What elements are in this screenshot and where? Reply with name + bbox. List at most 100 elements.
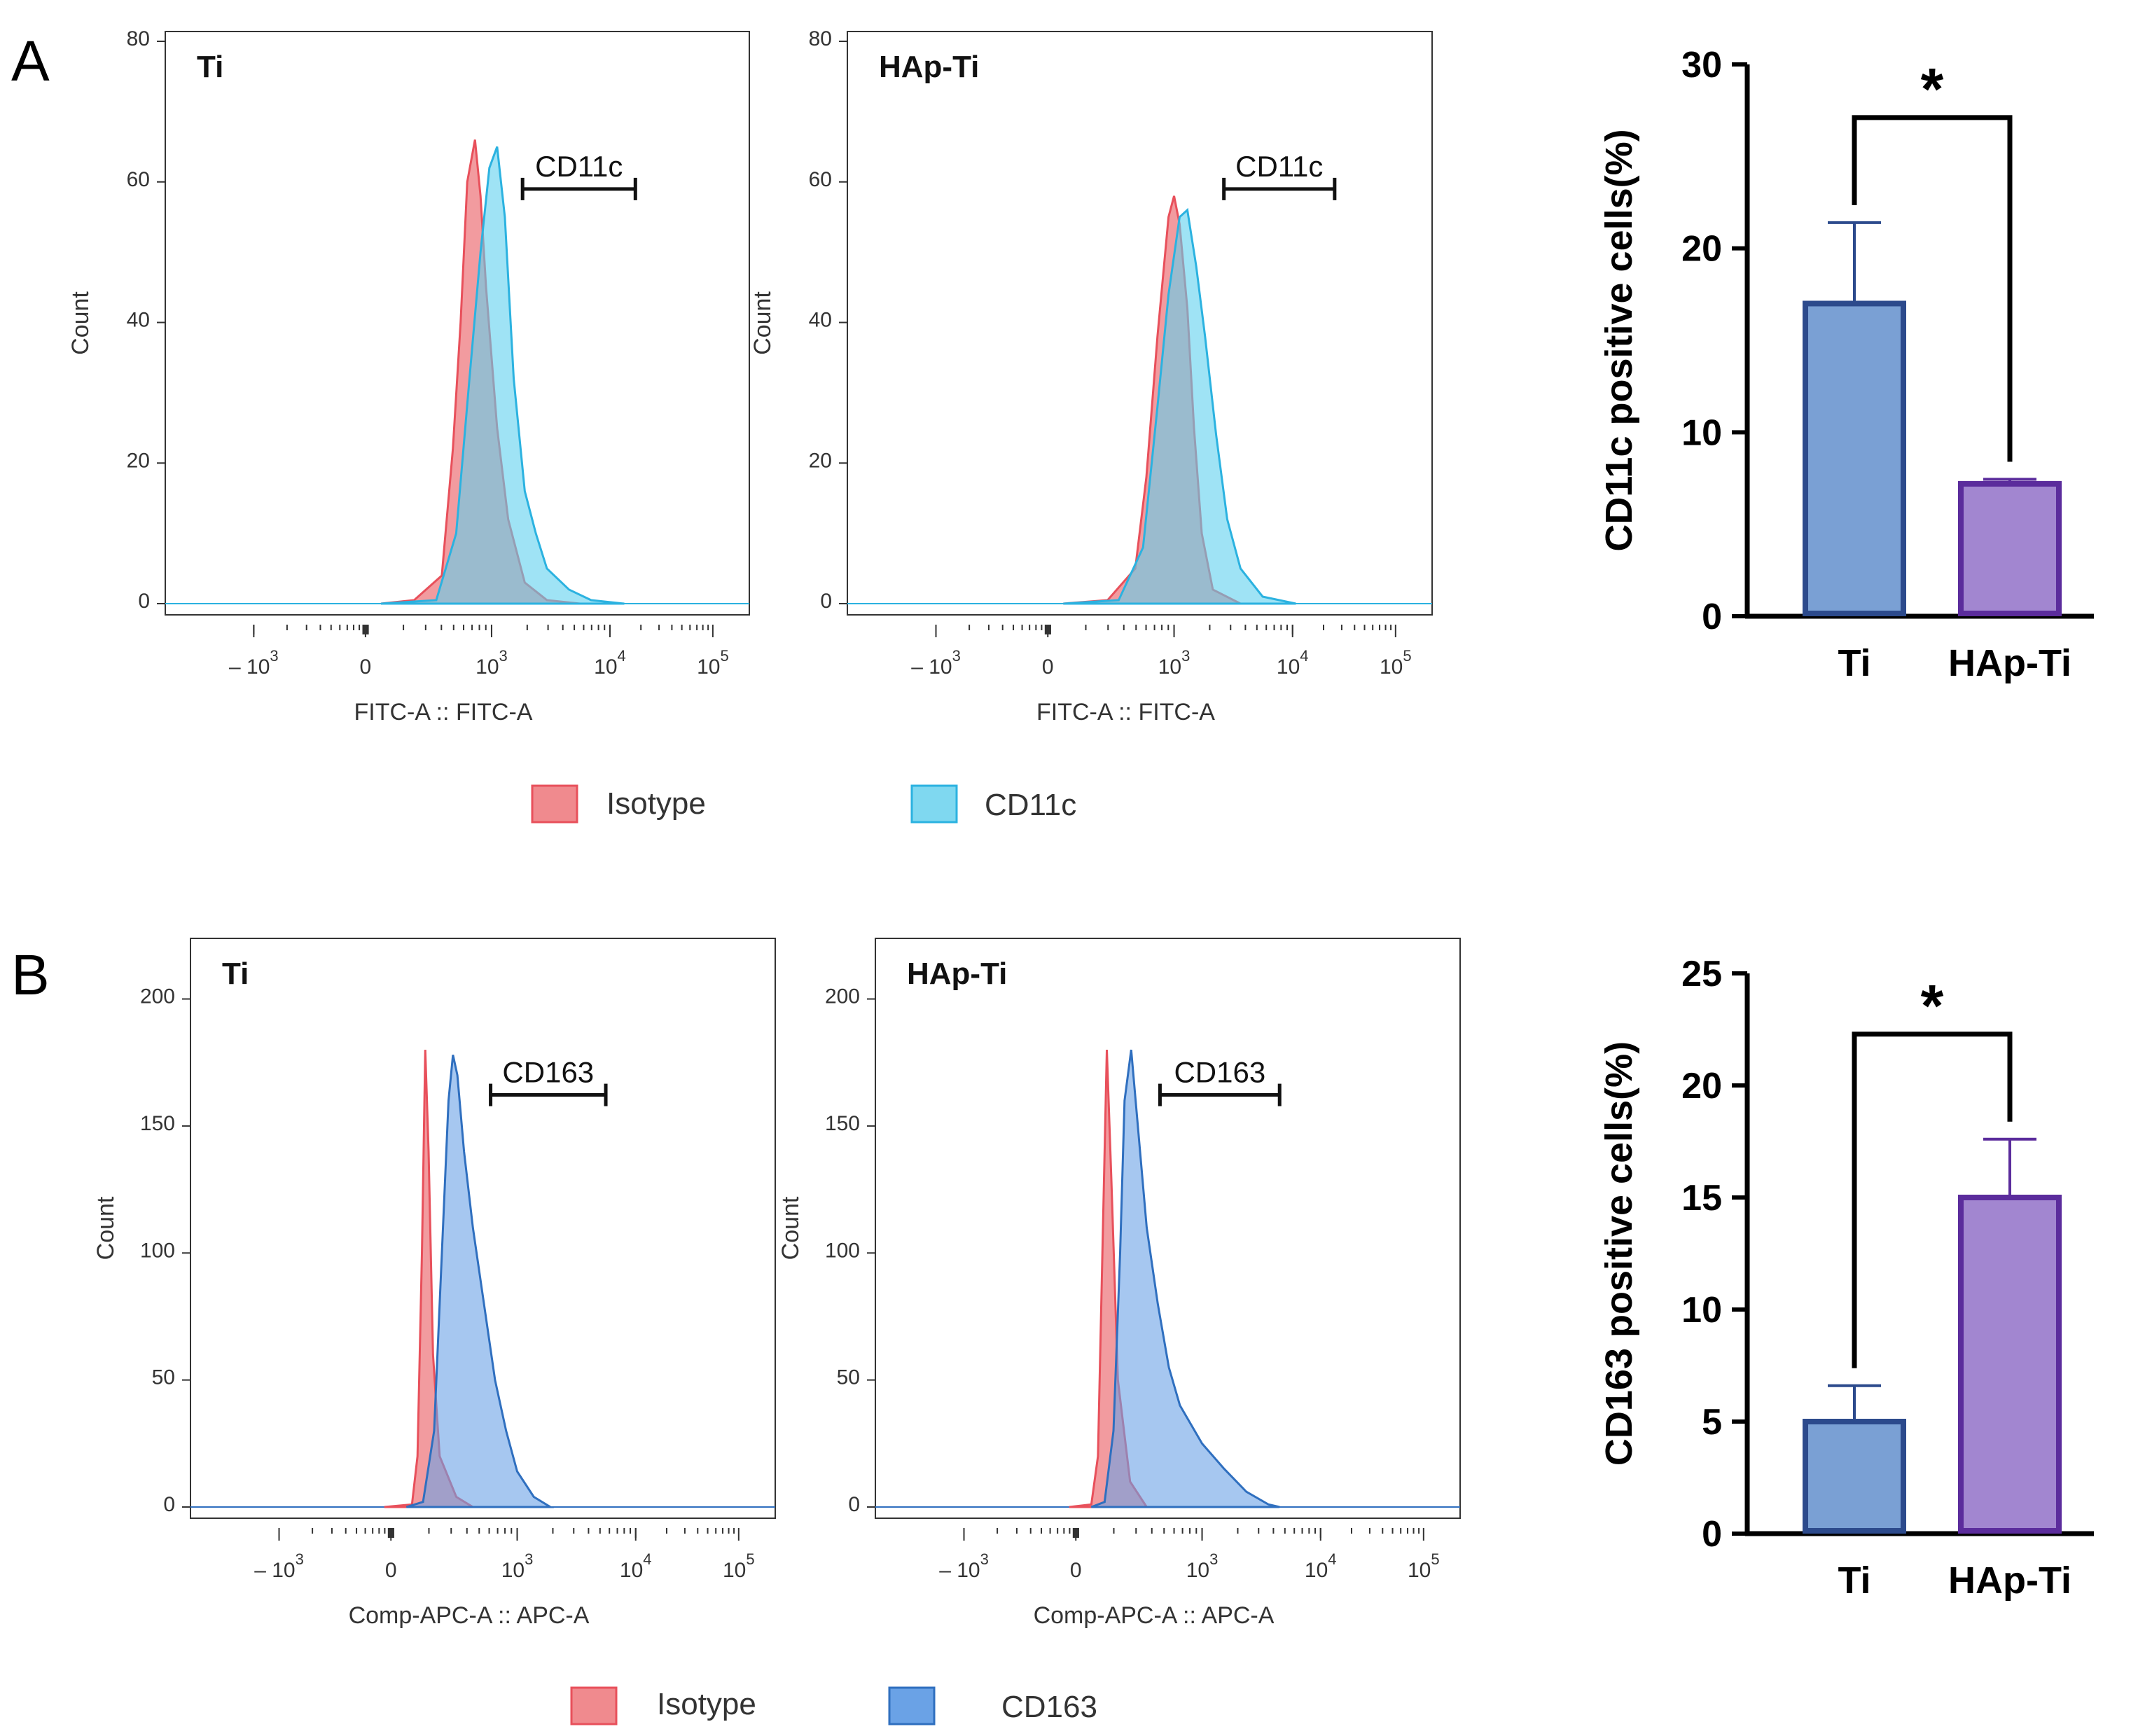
bar — [1958, 1195, 2062, 1534]
y-tick-label: 0 — [820, 590, 832, 613]
x-tick-label: Ti — [1838, 642, 1870, 684]
y-tick-label: 60 — [809, 168, 832, 191]
y-tick-label: 200 — [825, 985, 860, 1008]
y-tick-label: 50 — [152, 1366, 175, 1389]
x-tick-label: 103 — [1158, 647, 1191, 679]
y-tick-label: 80 — [809, 27, 832, 50]
x-axis-label: FITC-A :: FITC-A — [354, 699, 533, 725]
y-tick-label: 200 — [140, 985, 175, 1008]
bar — [1803, 1419, 1906, 1534]
x-tick-label: 104 — [1305, 1550, 1337, 1582]
plot-title: HAp-Ti — [907, 957, 1007, 991]
y-tick-label: 10 — [1681, 1290, 1722, 1331]
y-tick-label: 0 — [1702, 597, 1722, 637]
histogram-b-hap-ti: 0 50 100 150 200 Count – 103 0 103 104 105 Comp-APC… — [777, 938, 1461, 1629]
panel-letter-a: A — [11, 29, 50, 93]
y-tick-label: 20 — [1681, 1066, 1722, 1106]
gate-label: CD11c — [1235, 150, 1323, 183]
significance-bracket — [1852, 115, 2013, 462]
y-tick-label: 25 — [1681, 954, 1722, 994]
y-tick-label: 50 — [837, 1366, 860, 1389]
y-axis-label: Count — [67, 291, 94, 355]
bar-chart-cd11c: 0 10 20 30 CD11c positive cells(%) Ti HAp-Ti * — [1598, 45, 2094, 684]
x-tick-label: Ti — [1838, 1560, 1870, 1602]
x-tick-label: 0 — [360, 655, 372, 679]
x-tick-label: – 103 — [254, 1550, 304, 1582]
y-tick-label: 80 — [127, 27, 150, 50]
x-tick-label: 105 — [723, 1550, 755, 1582]
legend-b-cd163-swatch — [888, 1686, 936, 1725]
plot-title: HAp-Ti — [879, 50, 979, 84]
y-tick-label: 150 — [140, 1112, 175, 1135]
y-tick-label: 40 — [127, 309, 150, 332]
y-tick-label: 0 — [1702, 1514, 1722, 1555]
x-tick-label: 0 — [1042, 655, 1054, 679]
y-axis-label: Count — [777, 1196, 804, 1260]
y-axis-label: CD11c positive cells(%) — [1598, 129, 1640, 551]
marker-area — [1090, 1049, 1280, 1508]
x-axis-label: Comp-APC-A :: APC-A — [1034, 1602, 1275, 1629]
y-axis-label: CD163 positive cells(%) — [1598, 1041, 1640, 1466]
legend-a: Isotype CD11c — [531, 784, 1076, 824]
y-tick-label: 40 — [809, 309, 832, 332]
y-tick-label: 0 — [138, 590, 150, 613]
legend-a-isotype-label: Isotype — [606, 786, 706, 821]
y-tick-label: 100 — [825, 1239, 860, 1262]
y-tick-label: 20 — [809, 449, 832, 472]
plot-frame — [847, 31, 1433, 616]
x-tick-label: 0 — [385, 1559, 397, 1582]
y-tick-label: 10 — [1681, 412, 1722, 453]
histogram-b-ti: 0 50 100 150 200 Count – 103 0 103 104 105 Comp-APC… — [92, 938, 776, 1629]
gate-label: CD163 — [502, 1056, 594, 1089]
x-tick-label: 105 — [1380, 647, 1412, 679]
x-tick-label: 103 — [501, 1550, 534, 1582]
x-tick-label: – 103 — [911, 647, 961, 679]
y-tick-label: 150 — [825, 1112, 860, 1135]
legend-b-isotype-label: Isotype — [657, 1687, 756, 1721]
plot-title: Ti — [197, 50, 223, 84]
y-axis-label: Count — [92, 1196, 119, 1260]
x-tick-label: 104 — [594, 647, 626, 679]
bar — [1958, 480, 2062, 616]
x-tick-label: 104 — [1277, 647, 1309, 679]
legend-a-cd11c-label: CD11c — [985, 788, 1076, 822]
x-tick-label: HAp-Ti — [1948, 1560, 2071, 1602]
y-tick-label: 20 — [127, 449, 150, 472]
y-tick-label: 100 — [140, 1239, 175, 1262]
x-tick-label: 105 — [1408, 1550, 1440, 1582]
panel-letter-b: B — [11, 943, 50, 1007]
x-axis-label: Comp-APC-A :: APC-A — [349, 1602, 590, 1629]
gate-label: CD11c — [535, 150, 623, 183]
bar-chart-cd163: 0 5 10 15 20 25 CD163 positive cells(%) Ti HAp-T… — [1598, 954, 2094, 1602]
y-tick-label: 0 — [848, 1493, 860, 1516]
y-tick-label: 30 — [1681, 45, 1722, 85]
y-tick-label: 20 — [1681, 229, 1722, 270]
y-axis-label: Count — [749, 291, 776, 355]
x-tick-label: 103 — [1186, 1550, 1219, 1582]
legend-b-cd163-label: CD163 — [1001, 1690, 1097, 1724]
legend-a-isotype-swatch — [531, 784, 578, 824]
x-tick-label: 103 — [476, 647, 508, 679]
significance-label: * — [1921, 56, 1944, 122]
bar — [1803, 300, 1906, 616]
y-tick-label: 15 — [1681, 1178, 1722, 1218]
marker-area — [405, 1055, 555, 1508]
significance-label: * — [1921, 973, 1944, 1039]
x-axis-label: FITC-A :: FITC-A — [1036, 699, 1215, 725]
x-tick-label: 105 — [697, 647, 729, 679]
x-tick-label: HAp-Ti — [1948, 642, 2071, 684]
marker-area — [380, 146, 625, 605]
x-tick-label: 104 — [620, 1550, 652, 1582]
x-tick-label: 0 — [1070, 1559, 1082, 1582]
y-tick-label: 0 — [163, 1493, 175, 1516]
y-tick-label: 60 — [127, 168, 150, 191]
marker-area — [1063, 207, 1296, 605]
y-tick-label: 5 — [1702, 1402, 1722, 1443]
gate-label: CD163 — [1174, 1056, 1265, 1089]
x-tick-label: – 103 — [939, 1550, 989, 1582]
legend-a-cd11c-swatch — [910, 784, 958, 824]
significance-bracket — [1852, 1032, 2013, 1368]
